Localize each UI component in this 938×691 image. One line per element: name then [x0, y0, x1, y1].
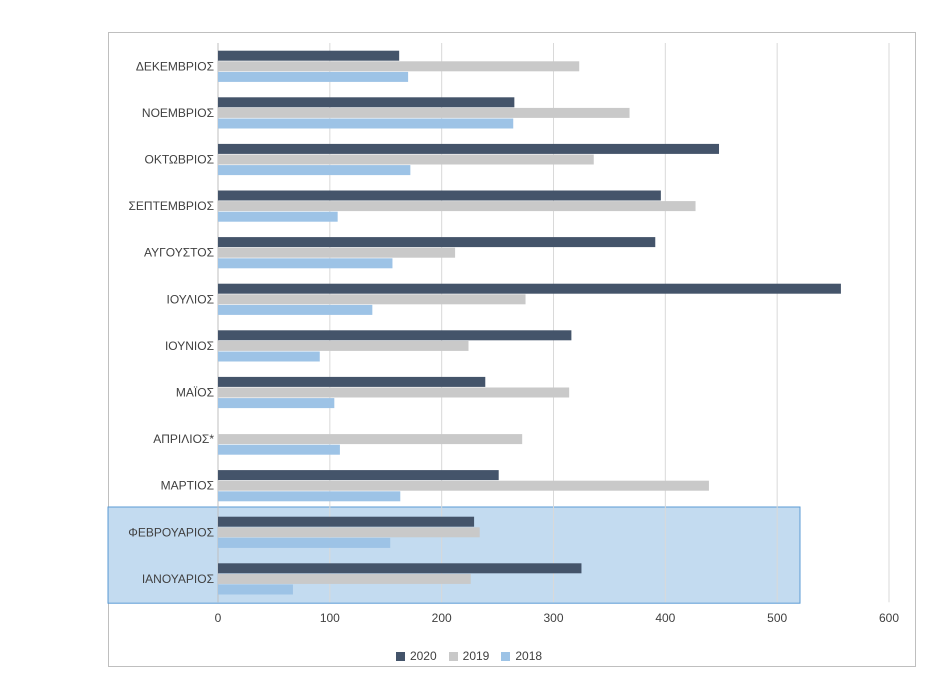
- legend-label: 2020: [409, 649, 437, 663]
- bar-2018-9: [218, 211, 338, 222]
- category-label: ΔΕΚΕΜΒΡΙΟΣ: [136, 59, 214, 73]
- category-label: ΙΟΥΛΙΟΣ: [167, 292, 215, 306]
- category-label: ΙΑΝΟΥΑΡΙΟΣ: [142, 572, 214, 586]
- bar-2020-5: [218, 376, 486, 387]
- bar-2018-8: [218, 258, 393, 269]
- category-label: ΜΑΡΤΙΟΣ: [161, 479, 214, 493]
- bar-2019-11: [218, 107, 630, 118]
- x-tick-label: 300: [543, 611, 563, 625]
- x-tick-label: 400: [655, 611, 675, 625]
- legend-label: 2019: [462, 649, 490, 663]
- bar-2018-7: [218, 304, 373, 315]
- bar-2019-3: [218, 480, 709, 491]
- bar-2019-7: [218, 294, 526, 305]
- category-label: ΣΕΠΤΕΜΒΡΙΟΣ: [128, 199, 214, 213]
- bar-2018-4: [218, 444, 340, 455]
- bar-2018-12: [218, 71, 409, 82]
- category-label: ΑΥΓΟΥΣΤΟΣ: [144, 246, 214, 260]
- category-label: ΦΕΒΡΟΥΑΡΙΟΣ: [128, 525, 214, 539]
- x-tick-label: 100: [320, 611, 340, 625]
- bar-2018-1: [218, 584, 293, 595]
- x-tick-label: 0: [215, 611, 222, 625]
- legend-swatch: [395, 652, 405, 661]
- legend-item-2019: 2019: [448, 649, 490, 663]
- bar-2020-1: [218, 563, 582, 574]
- bar-2020-3: [218, 470, 499, 481]
- bar-2019-5: [218, 387, 570, 398]
- bar-2018-6: [218, 351, 320, 362]
- legend-swatch: [501, 652, 511, 661]
- category-label: ΜΑΪΟΣ: [176, 386, 214, 400]
- bar-2019-10: [218, 154, 594, 165]
- legend-item-2020: 2020: [395, 649, 437, 663]
- bar-2019-8: [218, 247, 456, 258]
- bar-2018-3: [218, 491, 401, 502]
- category-label: ΙΟΥΝΙΟΣ: [165, 339, 214, 353]
- category-label: ΑΠΡΙΛΙΟΣ*: [153, 432, 214, 446]
- legend-swatch: [448, 652, 458, 661]
- bar-2019-9: [218, 201, 696, 212]
- bar-2018-5: [218, 398, 335, 409]
- x-tick-label: 600: [879, 611, 899, 625]
- bar-2018-10: [218, 165, 411, 176]
- x-tick-label: 500: [767, 611, 787, 625]
- chart-frame: [108, 32, 916, 667]
- bar-2019-6: [218, 340, 469, 351]
- bar-2020-9: [218, 190, 661, 201]
- category-label: ΟΚΤΩΒΡΙΟΣ: [144, 153, 214, 167]
- bar-2018-2: [218, 537, 391, 548]
- bar-2020-2: [218, 516, 475, 527]
- x-tick-label: 200: [432, 611, 452, 625]
- bar-2020-7: [218, 283, 841, 294]
- legend-item-2018: 2018: [501, 649, 542, 663]
- bar-2019-4: [218, 434, 523, 445]
- bar-2020-8: [218, 237, 656, 248]
- bar-2019-2: [218, 527, 480, 538]
- bar-2020-10: [218, 143, 720, 154]
- bar-2020-11: [218, 97, 515, 108]
- bar-2020-12: [218, 50, 400, 61]
- bar-2019-1: [218, 573, 471, 584]
- legend: 2020 2019 2018: [0, 649, 938, 663]
- bar-2019-12: [218, 61, 580, 72]
- category-label: ΝΟΕΜΒΡΙΟΣ: [142, 106, 214, 120]
- legend-label: 2018: [515, 649, 543, 663]
- bar-2020-6: [218, 330, 572, 341]
- bar-2018-11: [218, 118, 514, 129]
